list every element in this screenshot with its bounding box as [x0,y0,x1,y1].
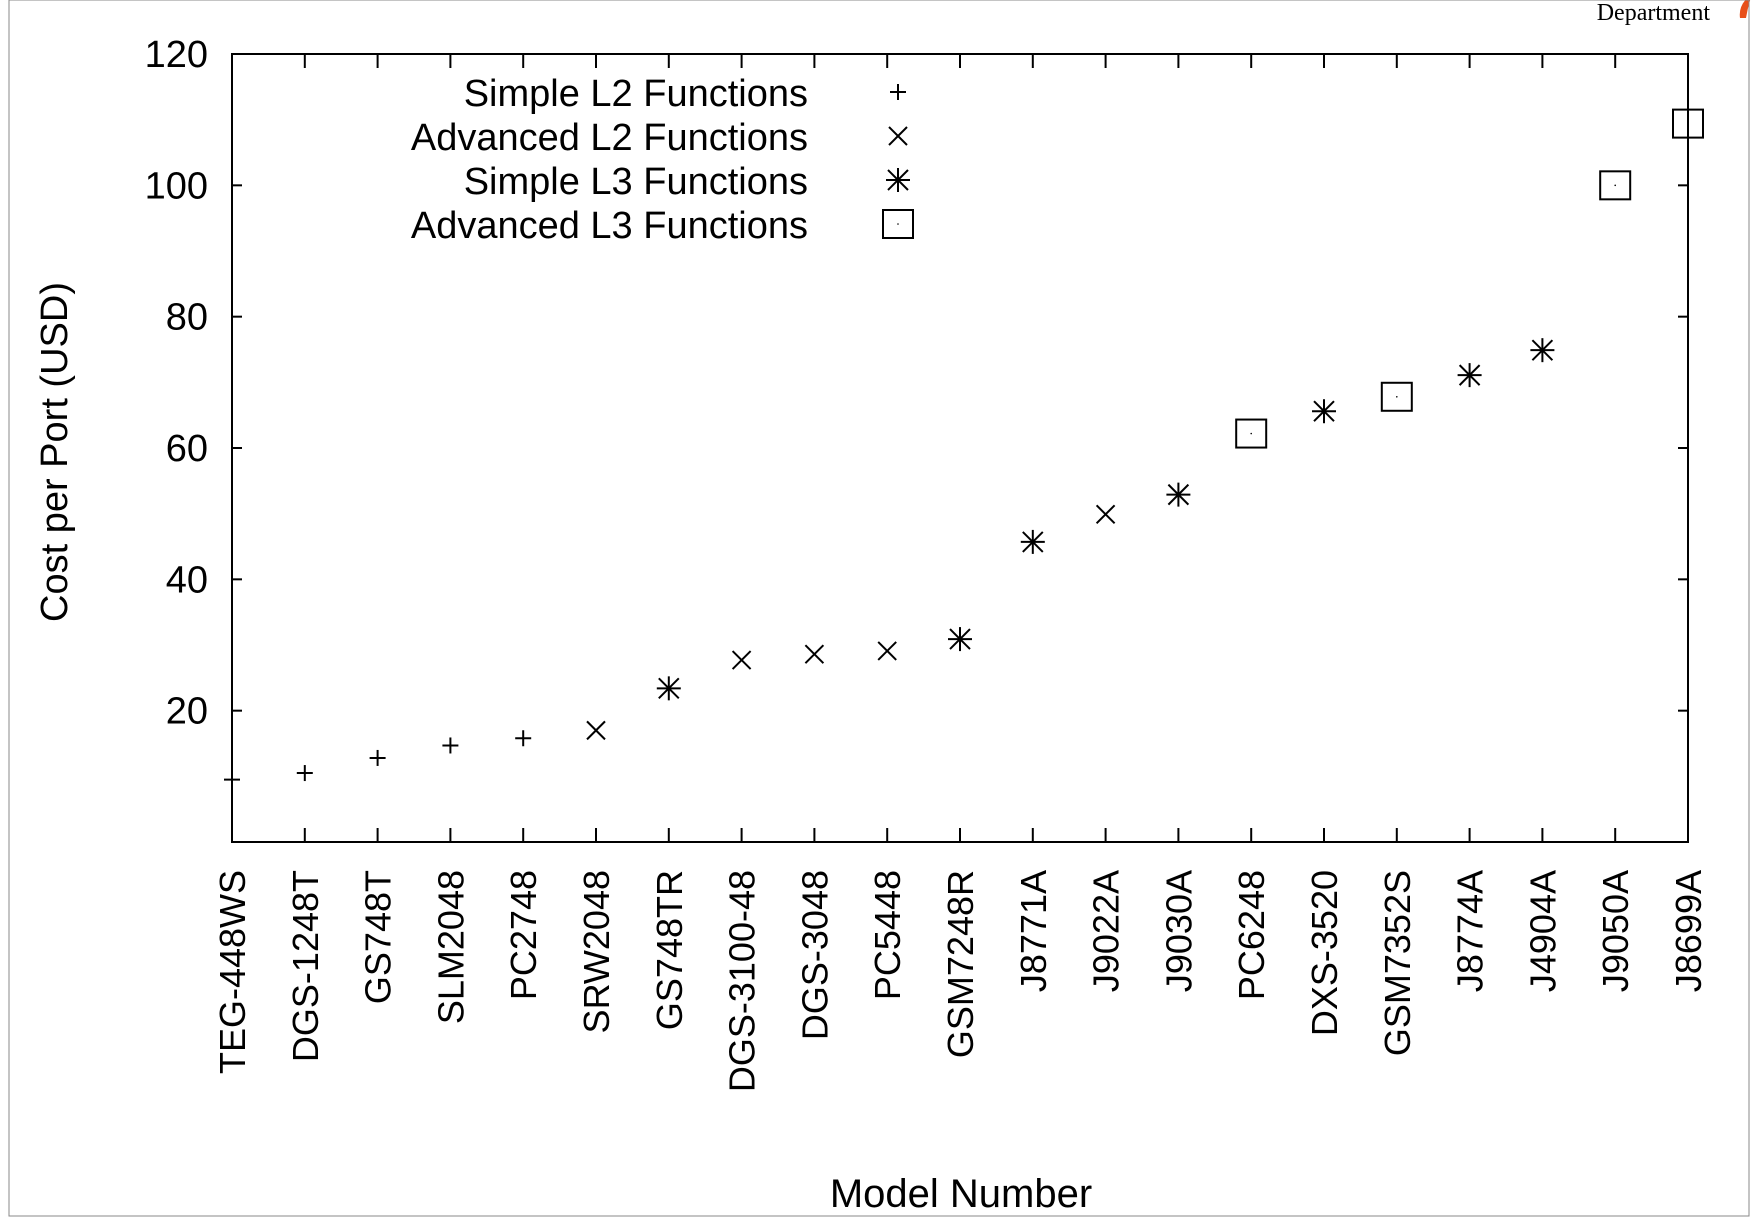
x-tick-label: DGS-3048 [794,870,835,1040]
legend-entry-label: Advanced L3 Functions [411,205,808,247]
x-tick-label: GS748TR [649,870,690,1030]
square-dot [897,223,899,225]
x-axis-label: Model Number [830,1172,1092,1216]
data-point [1380,381,1413,412]
x-tick-label: J8774A [1450,870,1491,992]
legend-marker-icon [888,126,908,146]
department-label: Department [1596,0,1710,26]
data-point [1672,108,1704,139]
legend-entry-label: Simple L2 Functions [464,73,808,115]
x-tick-label: DGS-1248T [285,870,326,1062]
x-tick-label: GSM7248R [940,870,981,1058]
data-point [804,644,825,664]
data-point [1457,363,1482,388]
legend-entry-label: Advanced L2 Functions [411,117,808,159]
logo-fragment-icon [1739,0,1751,18]
y-axis-label: Cost per Port (USD) [34,282,76,622]
star-stroke [1022,531,1044,553]
square-outline [1599,170,1632,201]
data-point [1599,170,1632,201]
legend-marker-icon [890,84,906,100]
legend-marker-icon [886,168,910,192]
data-point [656,676,681,701]
x-tick-label: GSM7352S [1377,870,1418,1056]
cross-stroke [877,641,897,661]
square-dot [1396,395,1398,398]
data-point [1166,482,1191,507]
y-tick-label: 60 [166,428,208,470]
star-stroke [1167,483,1190,506]
x-tick-label: J9030A [1158,870,1199,992]
plot-area-border [231,53,1689,843]
x-tick-label: J4904A [1522,870,1563,992]
x-tick-label: J8699A [1668,870,1709,992]
star-stroke [1313,400,1335,422]
x-tick-label: PC6248 [1231,870,1272,1000]
data-point [586,720,606,741]
data-point [515,730,532,747]
cross-stroke [1095,504,1116,525]
y-tick-label: 120 [145,34,208,76]
star-stroke [658,677,680,700]
square-dot [1687,122,1689,125]
x-tick-label: PC5448 [867,870,908,1000]
cross-stroke [804,644,825,664]
x-tick-label: DXS-3520 [1304,870,1345,1036]
data-point [731,650,752,670]
data-point [369,749,386,766]
data-point [296,765,313,782]
data-point [1312,399,1336,424]
square-dot [1614,184,1616,187]
square-outline [1380,381,1413,412]
data-point [1020,529,1045,554]
x-tick-label: SLM2048 [430,870,471,1024]
data-point [442,737,459,754]
square-outline [1235,418,1268,449]
x-tick-label: DGS-3100-48 [722,870,763,1092]
data-point [1235,418,1268,449]
x-tick-label: PC2748 [503,870,544,1000]
cross-stroke [888,126,908,146]
y-tick-label: 20 [166,691,208,733]
x-tick-label: GS748T [358,870,399,1004]
data-point [224,771,240,788]
star-stroke [1458,364,1481,386]
outer-border [8,0,1750,1217]
legend-entry-label: Simple L3 Functions [464,161,808,203]
square-dot [1250,432,1252,435]
data-point [948,627,972,652]
x-tick-label: J9022A [1086,870,1127,992]
star-stroke [1531,339,1554,361]
x-tick-label: J9050A [1595,870,1636,992]
x-tick-label: J8771A [1013,870,1054,992]
cross-stroke [586,720,606,741]
y-tick-label: 40 [166,559,208,601]
data-point [877,641,897,661]
x-tick-label: SRW2048 [576,870,617,1033]
star-stroke [949,628,971,650]
y-tick-label: 80 [166,297,208,339]
legend-marker-icon [882,209,914,239]
square-outline [1672,108,1704,139]
data-point [1530,338,1555,363]
data-point [1095,504,1116,525]
square-outline [882,209,914,239]
x-tick-label: TEG-448WS [212,870,253,1074]
y-tick-label: 100 [145,165,208,207]
star-stroke [887,169,909,191]
cross-stroke [731,650,752,670]
